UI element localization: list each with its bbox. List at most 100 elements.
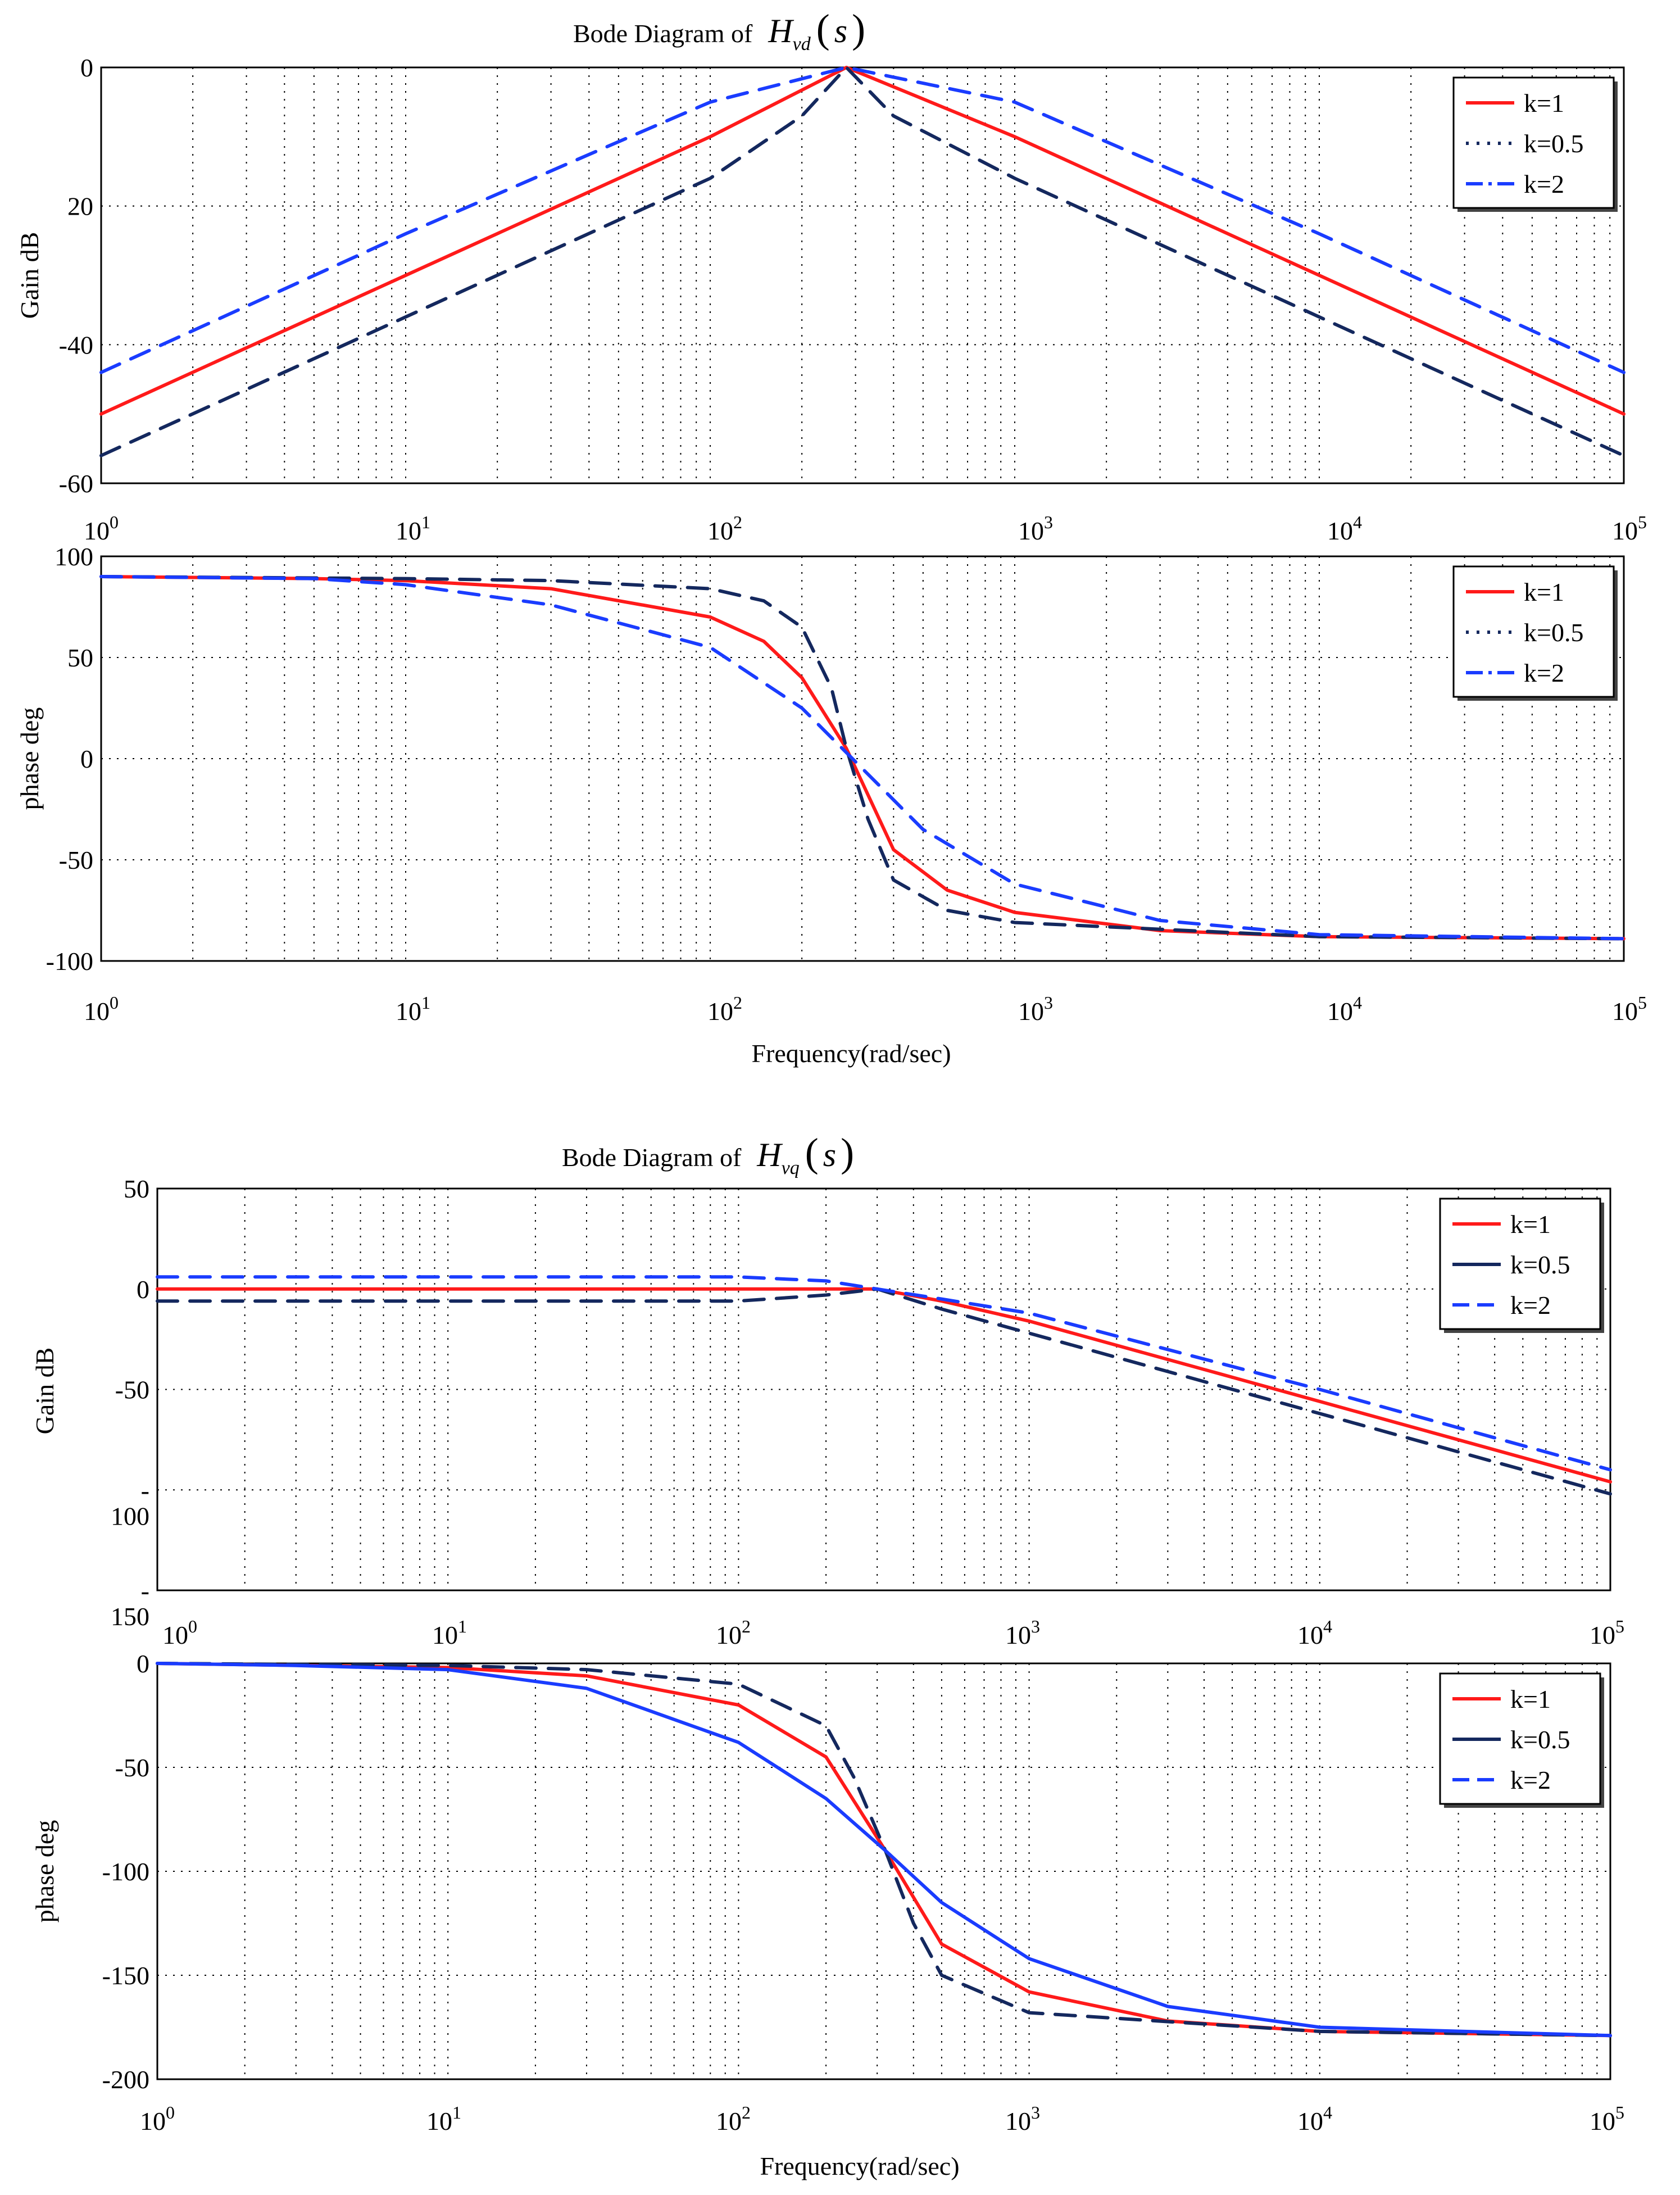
- series-line-k=2: [99, 575, 1625, 941]
- y-tick-label: 0: [80, 53, 93, 82]
- y-tick-label-continuation: 150: [111, 1602, 149, 1631]
- x-tick-exponent: 1: [458, 1616, 467, 1636]
- legend: k=1 k=0.5 k=2: [1452, 565, 1618, 701]
- chart-title-paren-open: (: [816, 6, 830, 51]
- x-tick-exponent: 0: [110, 512, 119, 532]
- y-tick-label: 50: [124, 1174, 149, 1203]
- legend-label: k=2: [1510, 1766, 1551, 1794]
- x-tick-label: 102: [707, 512, 742, 545]
- x-tick-exponent: 0: [110, 992, 119, 1013]
- plot-frame: [100, 555, 1625, 962]
- y-tick-label: 0: [137, 1275, 149, 1304]
- x-tick-exponent: 2: [733, 512, 742, 532]
- chart-title: Bode Diagram of Hvd(s): [573, 6, 865, 55]
- x-tick-label: 103: [1018, 992, 1053, 1026]
- x-tick-exponent: 3: [1031, 2102, 1040, 2123]
- x-tick-exponent: 3: [1044, 992, 1053, 1013]
- x-tick-exponent: 2: [742, 1616, 751, 1636]
- x-tick-label: 102: [707, 992, 742, 1026]
- legend-label: k=0.5: [1524, 618, 1583, 647]
- x-tick-base: 10: [1612, 516, 1638, 545]
- chart-title-paren-close: ): [841, 1130, 854, 1175]
- legend: k=1 k=0.5 k=2: [1439, 1672, 1604, 1808]
- legend-label: k=0.5: [1510, 1725, 1570, 1754]
- legend-label: k=2: [1524, 170, 1564, 198]
- x-tick-label: 105: [1612, 512, 1647, 545]
- x-tick-label: 104: [1297, 1616, 1332, 1649]
- x-tick-base: 10: [432, 1621, 458, 1649]
- x-tick-base: 10: [1005, 2107, 1031, 2135]
- x-tick-exponent: 3: [1031, 1616, 1040, 1636]
- legend: k=1 k=0.5 k=2: [1452, 76, 1618, 212]
- x-tick-label: 100: [140, 2102, 175, 2135]
- x-tick-exponent: 4: [1323, 2102, 1332, 2123]
- x-tick-base: 10: [1018, 997, 1044, 1026]
- chart-title-text: Bode Diagram of: [573, 19, 753, 48]
- x-tick-base: 10: [1590, 2107, 1615, 2135]
- x-tick-exponent: 1: [421, 992, 430, 1013]
- legend-label: k=0.5: [1510, 1250, 1570, 1279]
- x-axis-label: Frequency(rad/sec): [760, 2152, 959, 2180]
- x-tick-exponent: 0: [166, 2102, 175, 2123]
- x-tick-label: 105: [1612, 992, 1647, 1026]
- y-axis-label: Gain dB: [30, 1348, 59, 1435]
- chart-title: Bode Diagram of Hvq(s): [562, 1130, 854, 1178]
- series-line-k=0.5: [156, 1662, 1612, 2038]
- y-tick-label: 100: [55, 542, 93, 571]
- x-tick-label: 103: [1005, 2102, 1040, 2135]
- x-tick-exponent: 0: [188, 1616, 197, 1636]
- x-tick-exponent: 1: [452, 2102, 461, 2123]
- x-tick-base: 10: [707, 997, 733, 1026]
- y-tick-label: -50: [115, 1753, 149, 1782]
- y-tick-label: 20: [67, 192, 93, 221]
- x-tick-base: 10: [162, 1621, 188, 1649]
- y-axis-label: Gain dB: [15, 232, 44, 319]
- x-tick-base: 10: [396, 516, 421, 545]
- plot-frame: [156, 1187, 1611, 1591]
- x-tick-label: 101: [426, 2102, 461, 2135]
- legend: k=1 k=0.5 k=2: [1439, 1198, 1604, 1333]
- x-tick-base: 10: [716, 1621, 742, 1649]
- x-tick-exponent: 5: [1615, 1616, 1624, 1636]
- chart-title-arg: s: [823, 1136, 836, 1173]
- x-tick-base: 10: [1005, 1621, 1031, 1649]
- legend-label: k=2: [1510, 1291, 1551, 1319]
- x-tick-label: 105: [1590, 1616, 1624, 1649]
- x-tick-exponent: 2: [742, 2102, 751, 2123]
- x-tick-label: 102: [716, 2102, 751, 2135]
- x-tick-base: 10: [1297, 1621, 1323, 1649]
- chart-title-text: Bode Diagram of: [562, 1143, 742, 1172]
- x-axis-label: Frequency(rad/sec): [751, 1039, 951, 1068]
- legend-label: k=0.5: [1524, 129, 1583, 158]
- legend-label: k=2: [1524, 659, 1564, 687]
- x-tick-exponent: 3: [1044, 512, 1053, 532]
- x-tick-label: 101: [396, 512, 430, 545]
- series-line-k=2: [156, 1662, 1612, 2038]
- y-tick-label: -150: [102, 1961, 149, 1990]
- x-tick-base: 10: [1612, 997, 1638, 1026]
- series-line-k=0.5: [99, 575, 1625, 941]
- x-tick-label: 103: [1018, 512, 1053, 545]
- chart-title-subscript: vd: [793, 34, 811, 55]
- chart-title-symbol: H: [768, 12, 794, 49]
- x-tick-label: 101: [432, 1616, 467, 1649]
- x-tick-base: 10: [396, 997, 421, 1026]
- chart-title-symbol: H: [756, 1136, 783, 1173]
- y-tick-label: -40: [59, 330, 93, 359]
- series-line-k=2: [99, 66, 1625, 374]
- y-tick-label: 0: [137, 1649, 149, 1678]
- y-tick-label: -200: [102, 2065, 149, 2094]
- x-tick-label: 102: [716, 1616, 751, 1649]
- y-tick-label: -: [141, 1476, 149, 1504]
- chart-title-paren-close: ): [852, 6, 865, 51]
- plot-frame: [156, 1662, 1611, 2080]
- y-tick-label: -100: [46, 947, 93, 976]
- series-line-k=2: [156, 1275, 1612, 1472]
- x-tick-exponent: 5: [1638, 992, 1647, 1013]
- y-tick-label: 0: [80, 745, 93, 773]
